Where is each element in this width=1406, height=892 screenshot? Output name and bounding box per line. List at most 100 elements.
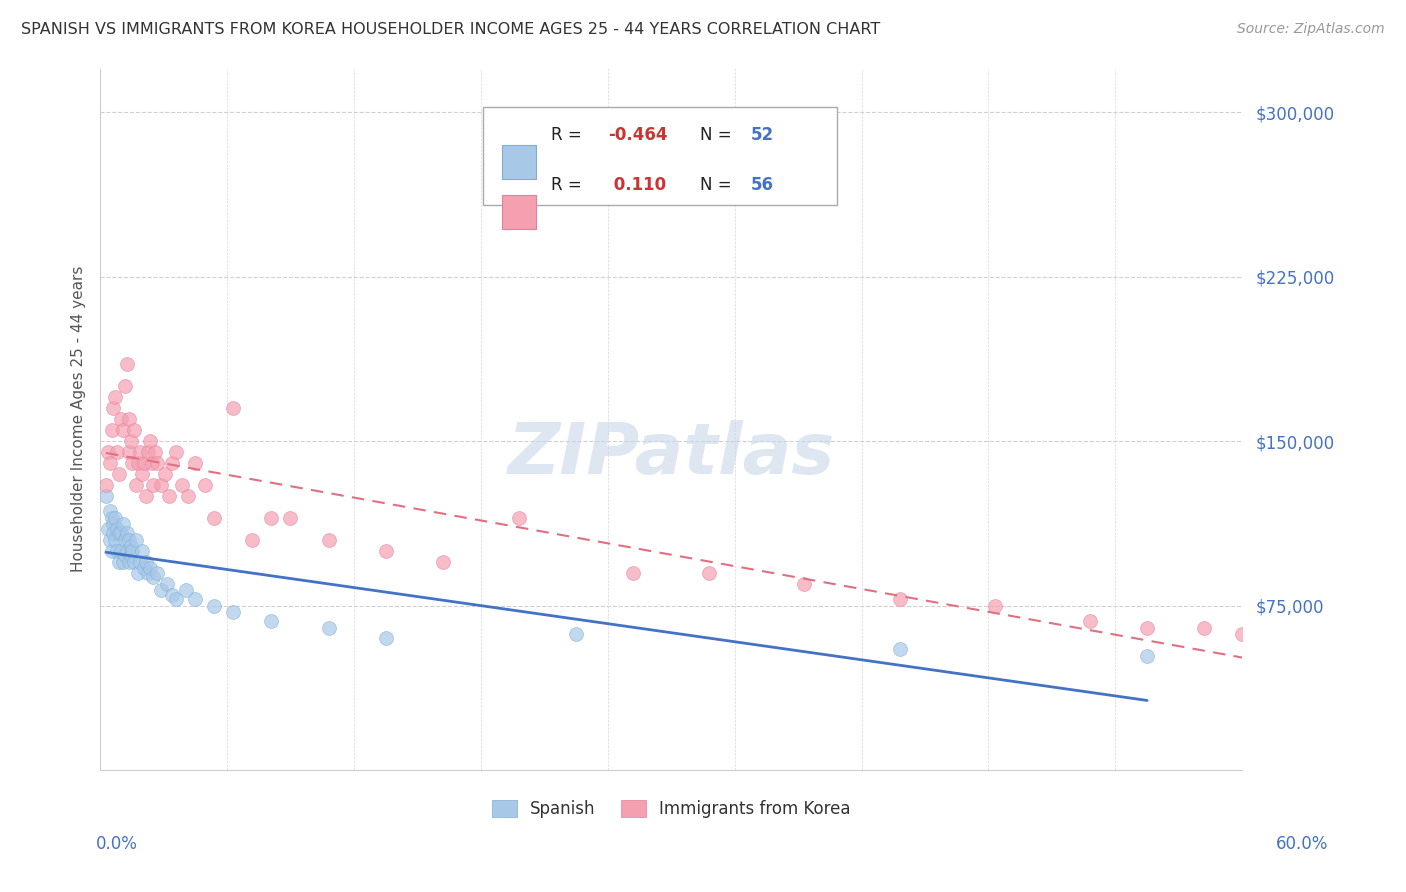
Point (374, 543, 396, 558)
Point (260, 511, 283, 525)
Text: N =: N = (700, 177, 737, 194)
Point (125, 478, 148, 492)
Point (110, 543, 132, 558)
Point (127, 566, 149, 580)
Point (94, 489, 117, 503)
Point (110, 412, 132, 426)
Point (121, 456, 143, 470)
Point (146, 456, 169, 470)
Point (432, 555, 454, 569)
Point (114, 379, 136, 393)
Point (108, 467, 131, 481)
Point (103, 526, 125, 541)
Point (127, 456, 149, 470)
Text: SPANISH VS IMMIGRANTS FROM KOREA HOUSEHOLDER INCOME AGES 25 - 44 YEARS CORRELATI: SPANISH VS IMMIGRANTS FROM KOREA HOUSEHO… (21, 22, 880, 37)
Point (108, 526, 131, 541)
Point (118, 533, 141, 547)
Point (104, 533, 127, 547)
Point (111, 517, 134, 532)
Point (143, 445, 166, 459)
Point (194, 478, 217, 492)
Point (222, 401, 245, 416)
Point (115, 358, 138, 372)
Point (125, 533, 148, 547)
Point (100, 511, 122, 525)
Point (124, 423, 146, 437)
Point (165, 592, 187, 607)
Point (124, 555, 146, 569)
Point (103, 517, 125, 532)
Point (98, 504, 121, 518)
Point (889, 592, 911, 607)
Point (136, 445, 159, 459)
Point (170, 478, 193, 492)
Point (108, 555, 131, 569)
Point (153, 467, 176, 481)
Point (142, 570, 165, 584)
Point (1232, 627, 1254, 641)
Point (120, 548, 142, 562)
Point (165, 445, 187, 459)
Point (280, 511, 302, 525)
Text: 52: 52 (751, 127, 775, 145)
FancyBboxPatch shape (502, 145, 537, 179)
Point (374, 632, 396, 646)
Point (132, 456, 155, 470)
Text: 0.0%: 0.0% (96, 835, 138, 853)
Point (621, 566, 644, 580)
Point (121, 543, 143, 558)
Point (318, 620, 340, 634)
Point (174, 583, 197, 598)
Point (98, 456, 121, 470)
Point (135, 489, 157, 503)
Point (118, 412, 141, 426)
Point (157, 489, 180, 503)
Point (135, 555, 157, 569)
Point (132, 561, 155, 575)
Point (138, 561, 160, 575)
Point (889, 642, 911, 657)
Point (114, 548, 136, 562)
Text: ZIPatlas: ZIPatlas (508, 420, 835, 489)
Point (508, 511, 530, 525)
Point (98, 533, 121, 547)
Point (129, 555, 152, 569)
Text: N =: N = (700, 127, 737, 145)
Point (100, 543, 122, 558)
Point (111, 423, 134, 437)
Point (697, 566, 720, 580)
Text: R =: R = (551, 177, 588, 194)
FancyBboxPatch shape (482, 107, 837, 205)
Point (984, 599, 1007, 613)
Text: 56: 56 (751, 177, 775, 194)
Y-axis label: Householder Income Ages 25 - 44 years: Householder Income Ages 25 - 44 years (72, 266, 86, 573)
Point (136, 566, 159, 580)
Point (97, 445, 120, 459)
Point (105, 543, 128, 558)
Point (141, 456, 163, 470)
Point (115, 526, 138, 541)
Point (105, 522, 128, 536)
Point (202, 599, 225, 613)
Point (120, 540, 142, 554)
Point (115, 543, 138, 558)
Point (100, 423, 122, 437)
Point (202, 511, 225, 525)
Point (94, 478, 117, 492)
Point (129, 445, 152, 459)
Point (565, 627, 588, 641)
Point (146, 566, 169, 580)
Point (104, 390, 127, 404)
Point (184, 456, 207, 470)
Point (1194, 620, 1216, 634)
Point (260, 614, 283, 628)
Point (118, 445, 141, 459)
Point (176, 489, 198, 503)
Point (156, 576, 179, 591)
Text: 60.0%: 60.0% (1277, 835, 1329, 853)
Point (222, 605, 245, 619)
Point (103, 401, 125, 416)
Point (162, 456, 184, 470)
Text: 0.110: 0.110 (609, 177, 666, 194)
Point (150, 583, 173, 598)
